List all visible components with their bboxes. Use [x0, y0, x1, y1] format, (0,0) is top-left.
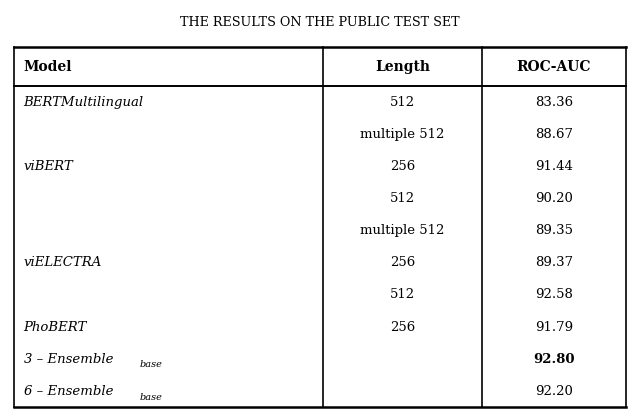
- Text: viELECTRA: viELECTRA: [24, 256, 102, 269]
- Text: 91.44: 91.44: [535, 160, 573, 173]
- Text: THE RESULTS ON THE PUBLIC TEST SET: THE RESULTS ON THE PUBLIC TEST SET: [180, 16, 460, 29]
- Text: 89.35: 89.35: [535, 224, 573, 237]
- Text: ROC-AUC: ROC-AUC: [516, 60, 591, 74]
- Text: viBERT: viBERT: [24, 160, 74, 173]
- Text: 83.36: 83.36: [535, 96, 573, 109]
- Text: BERTMultilingual: BERTMultilingual: [24, 96, 144, 109]
- Text: 89.37: 89.37: [535, 256, 573, 269]
- Text: multiple 512: multiple 512: [360, 224, 445, 237]
- Text: 91.79: 91.79: [535, 321, 573, 334]
- Text: PhoBERT: PhoBERT: [24, 321, 87, 334]
- Text: multiple 512: multiple 512: [360, 128, 445, 141]
- Text: 6 – Ensemble: 6 – Ensemble: [24, 385, 113, 398]
- Text: 512: 512: [390, 192, 415, 205]
- Text: 92.80: 92.80: [533, 353, 575, 366]
- Text: 92.20: 92.20: [535, 385, 573, 398]
- Text: 88.67: 88.67: [535, 128, 573, 141]
- Text: 256: 256: [390, 256, 415, 269]
- Text: base: base: [140, 360, 163, 369]
- Text: Model: Model: [24, 60, 72, 74]
- Text: 256: 256: [390, 321, 415, 334]
- Text: 3 – Ensemble: 3 – Ensemble: [24, 353, 113, 366]
- Text: Length: Length: [375, 60, 430, 74]
- Text: 256: 256: [390, 160, 415, 173]
- Text: 90.20: 90.20: [535, 192, 573, 205]
- Text: base: base: [140, 392, 163, 402]
- Text: 92.58: 92.58: [535, 289, 573, 301]
- Text: 512: 512: [390, 96, 415, 109]
- Text: 512: 512: [390, 289, 415, 301]
